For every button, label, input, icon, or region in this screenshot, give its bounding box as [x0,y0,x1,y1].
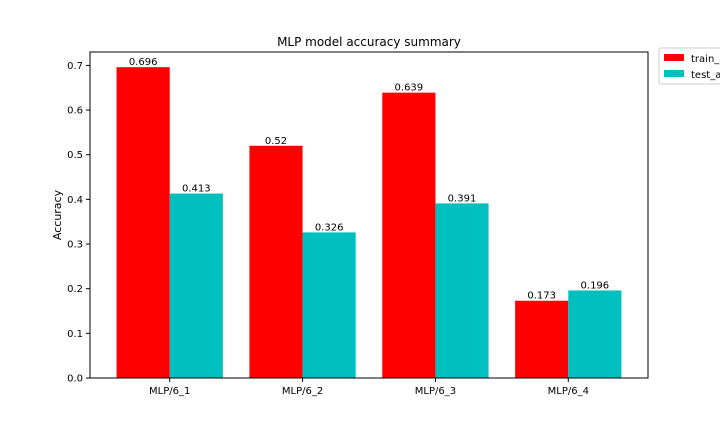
legend-label-train: train_a [691,54,720,65]
data-label-train-2: 0.52 [265,136,287,147]
y-tick-label: 0.4 [67,195,83,206]
bar-test-2 [302,232,356,378]
x-tick-label: MLP/6_3 [415,386,456,397]
y-tick-label: 0.7 [67,61,83,72]
x-tick-label: MLP/6_4 [548,386,589,397]
bar-test-1 [169,193,223,378]
legend-swatch-train [664,54,684,61]
data-label-train-1: 0.696 [129,57,158,68]
data-label-test-1: 0.413 [182,184,211,195]
y-tick-label: 0.2 [67,284,83,295]
bar-train-1 [116,67,170,379]
bar-train-4 [515,300,569,378]
legend: train_a test_a [658,47,720,85]
y-tick-label: 0.6 [67,106,83,117]
plot-frame [89,51,649,379]
bar-test-3 [435,203,489,378]
data-label-test-3: 0.391 [448,193,477,204]
bars-layer [116,67,622,379]
bar-test-4 [568,290,622,378]
data-label-train-4: 0.173 [527,291,556,302]
x-tick-label: MLP/6_2 [282,386,323,397]
y-tick-label: 0.1 [67,329,83,340]
y-tick-label: 0.3 [67,240,83,251]
x-tick-label: MLP/6_1 [149,386,190,397]
y-tick-label: 0.0 [67,374,83,385]
y-tick-label: 0.5 [67,150,83,161]
data-label-test-4: 0.196 [581,280,610,291]
data-label-test-2: 0.326 [315,222,344,233]
legend-swatch-test [664,70,684,77]
x-axis: MLP/6_1 MLP/6_2 MLP/6_3 MLP/6_4 [149,378,589,397]
chart-title: MLP model accuracy summary [277,35,461,49]
data-label-train-3: 0.639 [395,83,424,94]
y-axis: 0.0 0.1 0.2 0.3 0.4 0.5 0.6 0.7 [67,61,90,385]
legend-label-test: test_a [691,70,720,81]
bar-train-2 [249,145,303,378]
y-axis-label: Accuracy [51,189,64,240]
bar-train-3 [382,92,436,378]
data-labels-layer: 0.696 0.52 0.639 0.173 0.413 0.326 0.391 0.196 [129,57,609,302]
